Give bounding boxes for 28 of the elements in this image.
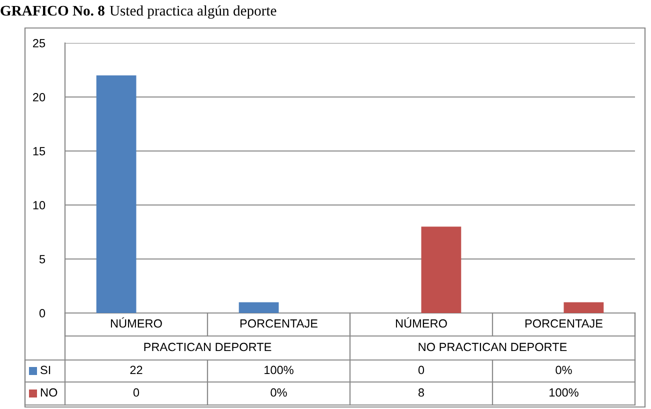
- chart-subtitle: Usted practica algún deporte: [110, 5, 276, 19]
- bar: [96, 75, 136, 313]
- x-tick-label: PORCENTAJE: [525, 319, 602, 328]
- x-tick-label: PORCENTAJE: [240, 319, 318, 328]
- text: PRACTICAN DEPORTE: [144, 342, 272, 352]
- legend-label: NO: [40, 388, 58, 397]
- y-tick-label: 0: [39, 309, 46, 318]
- y-tick-label: 5: [39, 255, 46, 264]
- data-label: 22: [130, 366, 142, 374]
- y-tick-label: 20: [33, 93, 46, 102]
- y-tick-label: 10: [33, 201, 46, 210]
- bar: [564, 302, 604, 313]
- data-label: 100%: [264, 366, 294, 374]
- chart-title: GRAFICO No. 8: [0, 6, 104, 16]
- x-tick-label: NÚMERO: [110, 317, 162, 328]
- data-label: 8: [418, 388, 424, 397]
- y-tick-label: 25: [33, 39, 46, 48]
- x-tick-label: NÚMERO: [396, 317, 447, 328]
- data-label: 0%: [556, 366, 572, 374]
- data-label: 100%: [550, 388, 578, 397]
- bar: [238, 302, 279, 313]
- data-label: 0: [133, 388, 140, 397]
- legend-label: SI: [40, 366, 50, 374]
- y-tick-label: 15: [33, 147, 46, 156]
- data-label: 0%: [270, 388, 287, 397]
- bar: [421, 226, 462, 313]
- text: NO PRACTICAN DEPORTE: [418, 342, 567, 352]
- data-label: 0: [418, 366, 424, 374]
